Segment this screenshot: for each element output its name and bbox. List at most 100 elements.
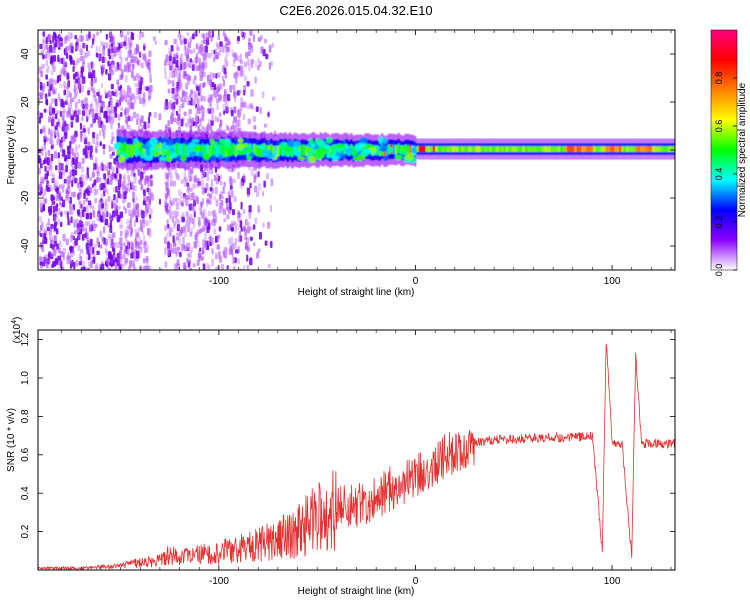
spectrogram-cell: [62, 199, 66, 208]
spectrogram-cell: [221, 45, 225, 53]
spectrogram-cell: [133, 142, 136, 156]
spectrogram-cell: [104, 56, 107, 63]
spectrogram-cell: [43, 146, 47, 151]
spectrogram-cell: [82, 43, 86, 48]
spectrogram-cell: [548, 146, 551, 152]
spectrogram-cell: [109, 219, 113, 228]
spectrogram-x-axis-label: Height of straight line (km): [298, 287, 415, 298]
spectrogram-cell: [144, 144, 148, 157]
spectrogram-cell: [186, 32, 190, 37]
spectrogram-cell: [649, 146, 653, 152]
spectrogram-cell: [149, 180, 153, 187]
spectrogram-cell: [234, 145, 238, 157]
spectrogram-cell: [183, 181, 188, 188]
spectrogram-cell: [77, 234, 81, 240]
spectrogram-cell: [204, 216, 208, 224]
spectrogram-cell: [209, 193, 213, 199]
spectrogram-cell: [179, 251, 182, 258]
spectrogram-cell: [119, 257, 123, 266]
spectrogram-cell: [67, 109, 71, 115]
spectrogram-cell: [186, 121, 190, 128]
spectrogram-cell: [63, 89, 67, 96]
spectrogram-cell: [242, 113, 246, 121]
spectrogram-cell: [435, 146, 438, 152]
spectrogram-blob: [218, 138, 224, 144]
spectrogram-cell: [128, 64, 132, 73]
spectrogram-cell: [226, 214, 230, 220]
spectrogram-cell: [135, 203, 139, 210]
spectrogram-blob: [248, 152, 255, 158]
snr-y-multiplier-exponent: 4: [11, 320, 18, 324]
spectrogram-cell: [101, 124, 104, 132]
spectrogram-cell: [137, 74, 141, 80]
spectrogram-cell: [228, 208, 232, 215]
spectrogram-cell: [178, 105, 181, 113]
spectrogram-cell: [53, 129, 57, 136]
spectrogram-cell: [199, 44, 204, 50]
spectrogram-cell: [87, 127, 90, 134]
spectrogram-cell: [94, 113, 98, 120]
spectrogram-cell: [219, 255, 223, 263]
spectrogram-cell: [107, 266, 111, 270]
spectrogram-cell: [38, 97, 41, 106]
spectrogram-cell: [546, 146, 549, 152]
spectrogram-cell: [439, 146, 443, 152]
spectrogram-cell: [170, 45, 174, 52]
spectrogram-cell: [108, 251, 112, 259]
spectrogram-cell: [167, 77, 170, 86]
spectrogram-cell: [174, 210, 178, 218]
spectrogram-cell: [114, 213, 117, 219]
spectrogram-cell: [176, 118, 179, 125]
spectrogram-cell: [131, 63, 135, 71]
spectrogram-cell: [122, 89, 126, 97]
spectrogram-cell: [123, 191, 127, 200]
spectrogram-cell: [74, 35, 78, 40]
spectrogram-blob: [284, 150, 294, 157]
spectrogram-cell: [38, 230, 41, 236]
spectrogram-blob: [203, 153, 210, 161]
spectrogram-cell: [41, 127, 46, 133]
spectrogram-cell: [114, 257, 118, 263]
snr-panel: -100 0 100 0.2 0.4 0.6 0.8 1.0 1.2 Height of st…: [6, 317, 676, 597]
spectrogram-cell: [57, 255, 62, 261]
spectrogram-cell: [214, 93, 218, 99]
spectrogram-cell: [409, 145, 412, 155]
colorbar: 0.0 0.2 0.4 0.6 0.8 Normalized spectral ampl…: [710, 29, 748, 276]
spectrogram-cell: [42, 37, 46, 43]
spectrogram-cell: [130, 213, 133, 221]
spectrogram-cell: [117, 179, 121, 187]
spectrogram-cell: [69, 42, 73, 47]
spectrogram-cell: [44, 257, 48, 264]
spectrogram-cell: [246, 264, 249, 270]
spectrogram-cell: [129, 232, 133, 238]
spectrogram-blob: [316, 149, 322, 157]
spectrogram-cell: [216, 103, 219, 111]
spectrogram-cell: [503, 146, 507, 152]
spectrogram-cell: [249, 226, 252, 231]
spectrogram-cell: [187, 224, 190, 233]
spectrogram-cell: [111, 268, 114, 270]
spectrogram-cell: [101, 236, 105, 245]
spectrogram-cell: [186, 258, 190, 263]
spectrogram-cell: [100, 105, 104, 113]
spectrogram-cell: [51, 196, 55, 201]
spectrogram-cell: [95, 177, 99, 184]
spectrogram-cell: [192, 223, 196, 229]
spectrogram-cell: [74, 92, 77, 100]
spectrogram-cell: [142, 92, 146, 99]
spectrogram-cell: [174, 90, 178, 97]
snr-background: [38, 330, 675, 570]
spectrogram-cell: [225, 203, 230, 210]
spectrogram-cell: [46, 157, 50, 166]
spectrogram-cell: [239, 220, 243, 229]
spectrogram-cell: [79, 201, 82, 209]
spectrogram-cell: [67, 186, 71, 194]
spectrogram-cell: [270, 205, 273, 213]
spectrogram-cell: [266, 221, 271, 229]
spectrogram-cell: [130, 53, 135, 60]
spectrogram-cell: [47, 164, 50, 171]
spectrogram-cell: [129, 260, 133, 268]
spectrogram-cell: [104, 89, 107, 96]
spectrogram-cell: [201, 82, 205, 88]
spectrogram-blob: [292, 140, 301, 148]
